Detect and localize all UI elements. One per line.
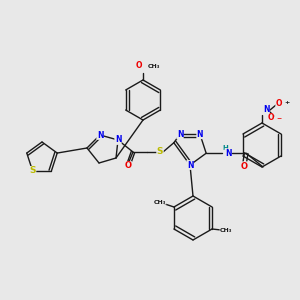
Text: S: S: [157, 148, 163, 157]
Text: S: S: [29, 167, 36, 176]
Text: N: N: [115, 136, 121, 145]
Text: CH₃: CH₃: [154, 200, 166, 205]
Text: CH₃: CH₃: [220, 229, 232, 233]
Text: O: O: [241, 162, 248, 171]
Text: N: N: [187, 160, 193, 169]
Text: N: N: [263, 106, 269, 115]
Text: O: O: [276, 98, 282, 107]
Text: O: O: [124, 161, 131, 170]
Text: +: +: [284, 100, 290, 106]
Text: N: N: [177, 130, 183, 139]
Text: N: N: [197, 130, 203, 139]
Text: N: N: [97, 130, 103, 140]
Text: O: O: [268, 113, 274, 122]
Text: −: −: [276, 116, 282, 121]
Text: O: O: [136, 61, 142, 70]
Text: H: H: [222, 145, 228, 151]
Text: CH₃: CH₃: [148, 64, 161, 68]
Text: N: N: [225, 149, 231, 158]
